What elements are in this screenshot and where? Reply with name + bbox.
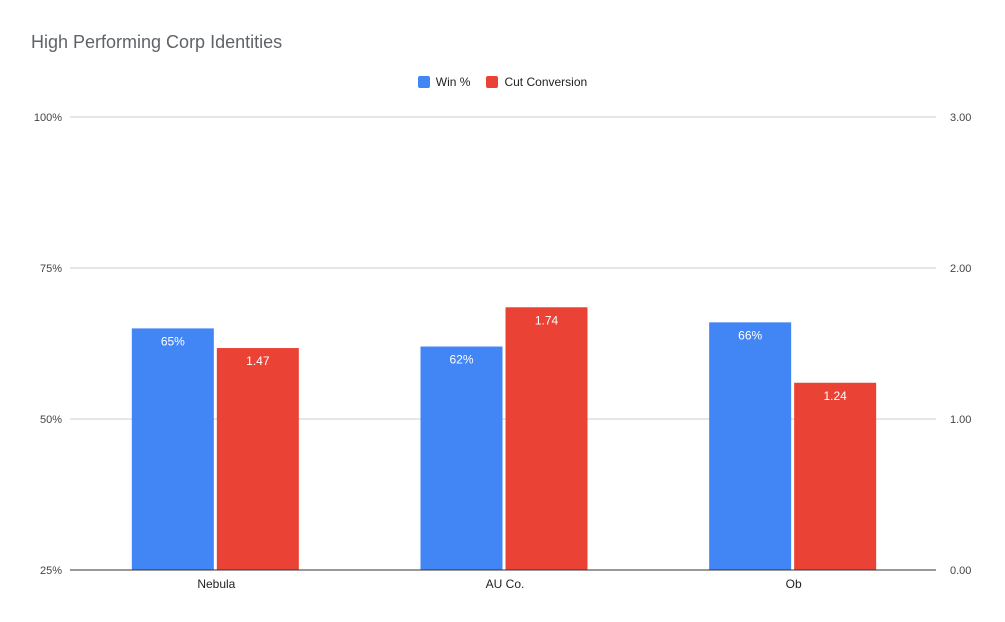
y-right-tick-label: 0.00 <box>950 565 971 577</box>
bar-win <box>131 328 214 570</box>
y-left-tick-label: 75% <box>40 263 62 275</box>
data-label-cut-conversion: 1.74 <box>535 313 559 327</box>
x-tick-label: AU Co. <box>486 577 525 591</box>
y-left-tick-label: 100% <box>34 112 62 124</box>
y-left-tick-label: 25% <box>40 565 62 577</box>
y-right-tick-label: 3.00 <box>950 112 971 124</box>
data-label-cut-conversion: 1.24 <box>823 389 847 403</box>
chart-title: High Performing Corp Identities <box>31 32 283 52</box>
bar-win <box>709 322 792 570</box>
legend-item-cut-conversion: Cut Conversion <box>486 75 587 89</box>
legend-swatch-cut-conversion <box>486 76 499 88</box>
y-right-tick-label: 1.00 <box>950 414 971 426</box>
x-tick-label: Nebula <box>197 577 235 591</box>
data-label-win: 62% <box>449 353 473 367</box>
data-label-win: 66% <box>738 328 762 342</box>
bar-cut-conversion <box>216 348 299 570</box>
legend-item-win: Win % <box>417 75 471 89</box>
y-right-tick-label: 2.00 <box>950 263 971 275</box>
data-label-cut-conversion: 1.47 <box>246 354 270 368</box>
bar-cut-conversion <box>794 382 877 570</box>
legend-label-cut-conversion: Cut Conversion <box>504 75 588 89</box>
legend-label-win: Win % <box>435 75 471 89</box>
bar-cut-conversion <box>505 307 588 570</box>
legend-swatch-win <box>417 76 430 88</box>
bar-win <box>420 346 503 570</box>
x-tick-label: Ob <box>786 577 802 591</box>
legend: Win % Cut Conversion <box>0 75 1005 89</box>
y-left-tick-label: 50% <box>40 414 62 426</box>
data-label-win: 65% <box>161 334 185 348</box>
